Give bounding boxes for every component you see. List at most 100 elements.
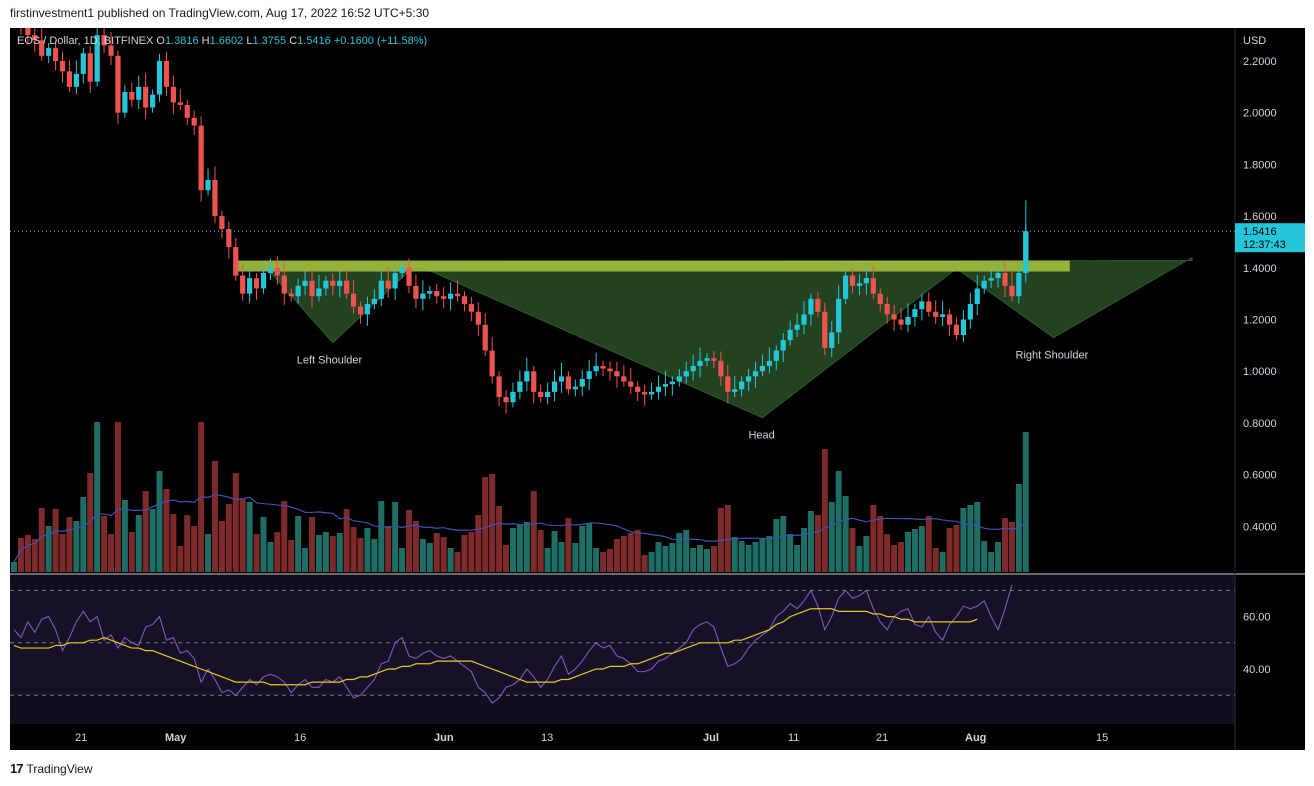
volume-bar bbox=[315, 535, 322, 572]
last-candle-body bbox=[1023, 231, 1029, 273]
volume-bar bbox=[551, 531, 558, 572]
volume-bar bbox=[11, 562, 17, 572]
candle-body bbox=[503, 397, 509, 403]
volume-bar bbox=[267, 542, 274, 572]
volume-bar bbox=[364, 528, 371, 572]
rsi-ma-line bbox=[13, 608, 978, 686]
candle-body bbox=[704, 358, 710, 361]
candle-body bbox=[863, 278, 869, 284]
volume-bar bbox=[149, 509, 156, 572]
volume-bar bbox=[981, 541, 988, 572]
candle-body bbox=[946, 314, 953, 325]
volume-bar bbox=[801, 528, 808, 572]
publisher-header: firstinvestment1 published on TradingVie… bbox=[10, 6, 430, 20]
candle-body bbox=[801, 314, 807, 325]
volume-bar bbox=[627, 533, 634, 572]
volume-bar bbox=[572, 543, 579, 572]
volume-bar bbox=[496, 506, 503, 572]
volume-bar bbox=[45, 526, 52, 572]
volume-bar bbox=[322, 532, 329, 572]
price-tick-label: 1.8000 bbox=[1243, 159, 1277, 171]
volume-bar bbox=[821, 449, 828, 572]
candle-body bbox=[884, 303, 890, 315]
volume-bar bbox=[704, 549, 710, 572]
volume-bar bbox=[426, 543, 433, 572]
volume-bar bbox=[419, 539, 426, 572]
candle-body bbox=[780, 340, 786, 351]
volume-bar bbox=[108, 534, 115, 572]
candle-body bbox=[1002, 272, 1008, 286]
low-value: 1.3755 bbox=[252, 35, 287, 47]
candle-body bbox=[378, 280, 384, 299]
volume-bar bbox=[87, 473, 94, 572]
volume-bar bbox=[1008, 522, 1015, 572]
candle-body bbox=[489, 350, 495, 377]
price-tick-label: 0.8000 bbox=[1243, 418, 1277, 430]
candle-body bbox=[399, 267, 405, 273]
candle-body bbox=[877, 293, 883, 304]
candle-body bbox=[191, 117, 197, 126]
candle-body bbox=[323, 280, 329, 289]
volume-bar bbox=[357, 538, 364, 572]
candle-body bbox=[66, 71, 73, 87]
candle-body bbox=[718, 360, 724, 377]
volume-bar bbox=[454, 552, 461, 572]
symbol-name[interactable]: EOS / Dollar, 1D, BITFINEX bbox=[17, 35, 154, 47]
volume-bar bbox=[433, 533, 440, 572]
candle-body bbox=[420, 293, 426, 299]
volume-bar bbox=[724, 505, 731, 572]
time-tick-label: 13 bbox=[541, 732, 553, 744]
volume-bar bbox=[918, 526, 925, 572]
footer: 17 TradingView bbox=[10, 761, 93, 776]
volume-bar bbox=[94, 422, 101, 572]
tradingview-logo-icon[interactable]: 17 bbox=[10, 761, 24, 776]
close-label: C bbox=[289, 35, 298, 47]
candle-body bbox=[870, 278, 876, 294]
candle-body bbox=[600, 366, 606, 369]
volume-bar bbox=[988, 552, 995, 572]
open-label: O bbox=[156, 35, 165, 47]
candle-body bbox=[517, 381, 523, 392]
volume-bar bbox=[73, 521, 80, 572]
price-tick-label: 0.4000 bbox=[1243, 521, 1277, 533]
candle-body bbox=[808, 298, 814, 315]
volume-bar bbox=[634, 530, 641, 572]
volume-bar bbox=[565, 518, 572, 572]
candle-body bbox=[538, 391, 544, 398]
candle-body bbox=[80, 53, 86, 74]
volume-bar bbox=[184, 515, 191, 572]
candle-body bbox=[468, 303, 474, 312]
candle-body bbox=[711, 358, 717, 361]
footer-brand[interactable]: TradingView bbox=[26, 761, 93, 776]
candle-body bbox=[25, 28, 31, 36]
candle-body bbox=[843, 275, 849, 299]
volume-bar bbox=[579, 526, 586, 572]
rsi-line bbox=[13, 585, 1013, 704]
time-tick-label: Jul bbox=[703, 732, 719, 744]
candle-body bbox=[496, 376, 502, 398]
volume-bar bbox=[308, 517, 315, 572]
candle-body bbox=[1009, 285, 1015, 297]
high-value: 1.6602 bbox=[209, 35, 244, 47]
volume-bar bbox=[856, 546, 863, 572]
volume-bar bbox=[530, 491, 537, 572]
candle-body bbox=[690, 366, 696, 372]
candle-body bbox=[572, 386, 578, 390]
rsi-band bbox=[10, 590, 1235, 696]
volume-bar bbox=[156, 471, 163, 572]
volume-bar bbox=[613, 539, 620, 572]
volume-bar bbox=[683, 530, 690, 572]
candle-body bbox=[898, 319, 904, 325]
chart-svg[interactable]: Left Shoulder Head Right Shoulder USD 2.2000… bbox=[10, 28, 1305, 750]
volume-bar bbox=[1001, 518, 1008, 572]
volume-bar bbox=[211, 461, 218, 572]
volume-bar bbox=[558, 542, 565, 572]
chart-area[interactable]: Left Shoulder Head Right Shoulder USD 2.2000… bbox=[10, 28, 1305, 750]
high-label: H bbox=[201, 35, 210, 47]
candle-body bbox=[32, 35, 38, 41]
candle-body bbox=[558, 376, 565, 382]
volume-bar bbox=[489, 474, 496, 572]
candle-body bbox=[441, 296, 447, 299]
candle-body bbox=[621, 376, 627, 382]
volume-bar bbox=[52, 509, 59, 572]
